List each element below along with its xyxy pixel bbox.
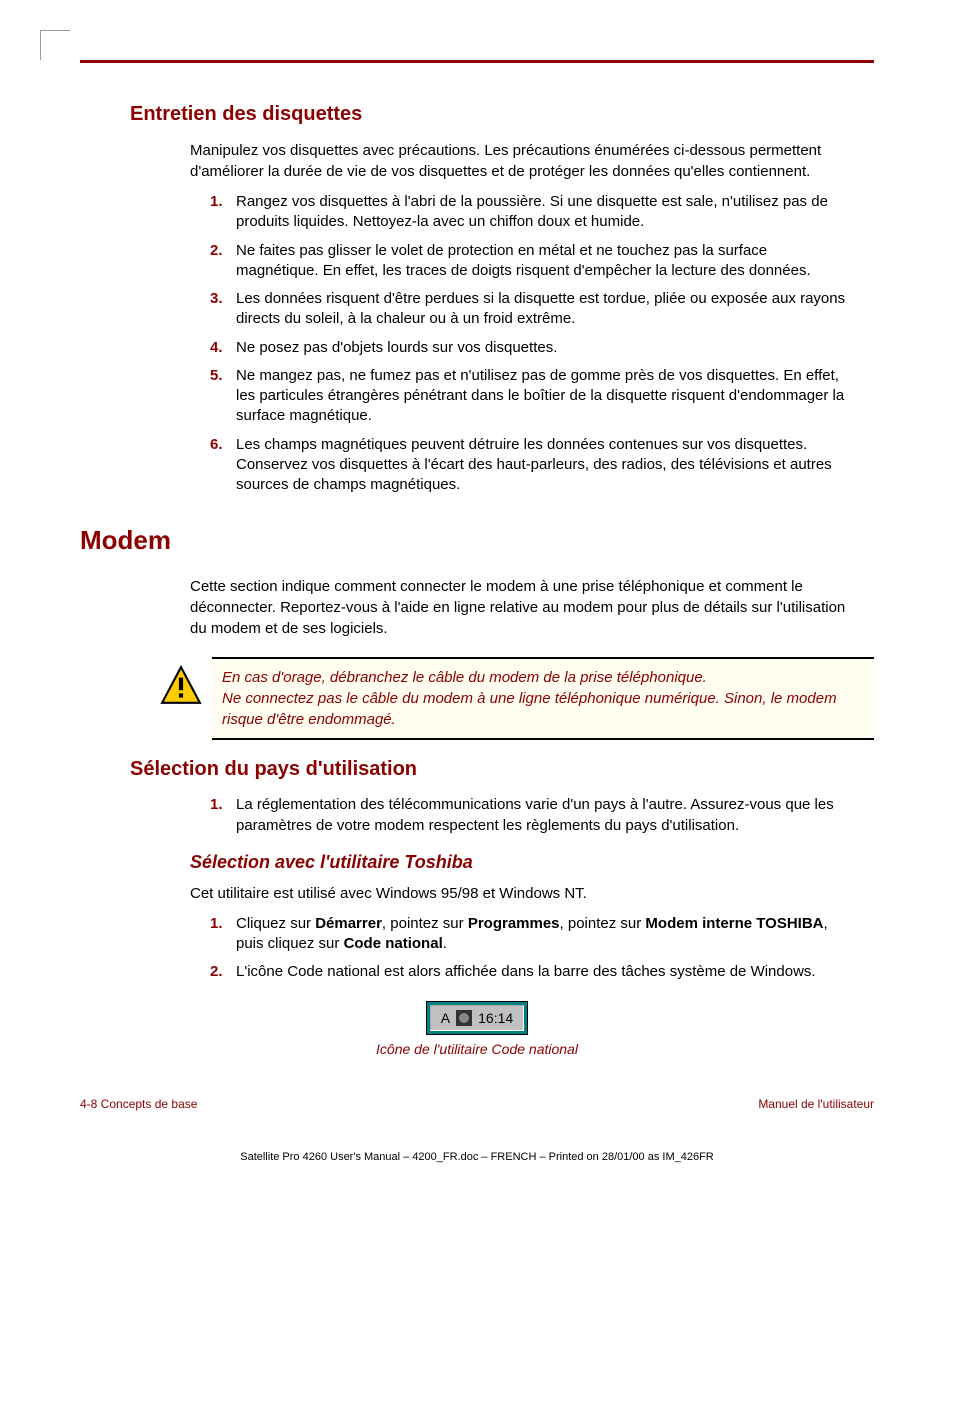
section-heading-selection: Sélection du pays d'utilisation xyxy=(130,758,874,781)
code-national-icon xyxy=(456,1010,472,1026)
list-text: Cliquez sur Démarrer, pointez sur Progra… xyxy=(236,914,850,955)
section3-subintro: Cet utilitaire est utilisé avec Windows … xyxy=(190,883,850,904)
section1-intro: Manipulez vos disquettes avec précaution… xyxy=(190,140,850,182)
list-text: Ne faites pas glisser le volet de protec… xyxy=(236,241,850,282)
section3-steps: 1.Cliquez sur Démarrer, pointez sur Prog… xyxy=(210,914,850,983)
list-text: Les données risquent d'être perdues si l… xyxy=(236,289,850,330)
footer-right: Manuel de l'utilisateur xyxy=(758,1097,874,1111)
warning-icon xyxy=(160,665,202,707)
figure-caption: Icône de l'utilitaire Code national xyxy=(80,1041,874,1057)
list-text: Les champs magnétiques peuvent détruire … xyxy=(236,435,850,496)
list-text: La réglementation des télécommunications… xyxy=(236,795,850,836)
list-number: 2. xyxy=(210,962,236,982)
section1-list: 1.Rangez vos disquettes à l'abri de la p… xyxy=(210,192,850,495)
page-footer: 4-8 Concepts de base Manuel de l'utilisa… xyxy=(80,1097,874,1111)
list-number: 2. xyxy=(210,241,236,282)
systray-icon-keyboard: A xyxy=(441,1010,450,1026)
list-text: Ne posez pas d'objets lourds sur vos dis… xyxy=(236,338,850,358)
list-number: 6. xyxy=(210,435,236,496)
list-item: 2.Ne faites pas glisser le volet de prot… xyxy=(210,241,850,282)
list-number: 5. xyxy=(210,366,236,427)
list-item: 3.Les données risquent d'être perdues si… xyxy=(210,289,850,330)
crop-mark xyxy=(40,30,70,60)
list-text: L'icône Code national est alors affichée… xyxy=(236,962,850,982)
footer-left: 4-8 Concepts de base xyxy=(80,1097,197,1111)
warning-box: En cas d'orage, débranchez le câble du m… xyxy=(160,657,874,740)
figure-systray: A 16:14 xyxy=(80,1001,874,1035)
list-number: 3. xyxy=(210,289,236,330)
list-number: 1. xyxy=(210,914,236,955)
section3-list1: 1.La réglementation des télécommunicatio… xyxy=(210,795,850,836)
systray-time: 16:14 xyxy=(478,1010,513,1026)
header-rule xyxy=(80,60,874,63)
list-number: 1. xyxy=(210,192,236,233)
list-number: 1. xyxy=(210,795,236,836)
list-item: 5.Ne mangez pas, ne fumez pas et n'utili… xyxy=(210,366,850,427)
section2-intro: Cette section indique comment connecter … xyxy=(190,576,850,639)
section-heading-modem: Modem xyxy=(80,525,874,556)
print-info-line: Satellite Pro 4260 User's Manual – 4200_… xyxy=(80,1151,874,1163)
list-text: Ne mangez pas, ne fumez pas et n'utilise… xyxy=(236,366,850,427)
list-number: 4. xyxy=(210,338,236,358)
list-item: 1.Rangez vos disquettes à l'abri de la p… xyxy=(210,192,850,233)
subsection-heading-toshiba: Sélection avec l'utilitaire Toshiba xyxy=(190,852,874,873)
warning-content: En cas d'orage, débranchez le câble du m… xyxy=(212,657,874,740)
warning-line-2: Ne connectez pas le câble du modem à une… xyxy=(222,688,864,730)
list-item: 1.Cliquez sur Démarrer, pointez sur Prog… xyxy=(210,914,850,955)
list-item: 1.La réglementation des télécommunicatio… xyxy=(210,795,850,836)
page-content: Entretien des disquettes Manipulez vos d… xyxy=(0,0,954,1203)
list-item: 2.L'icône Code national est alors affich… xyxy=(210,962,850,982)
list-item: 4.Ne posez pas d'objets lourds sur vos d… xyxy=(210,338,850,358)
warning-line-1: En cas d'orage, débranchez le câble du m… xyxy=(222,667,864,688)
list-item: 6.Les champs magnétiques peuvent détruir… xyxy=(210,435,850,496)
systray-outer: A 16:14 xyxy=(426,1001,528,1035)
systray-inner: A 16:14 xyxy=(430,1005,524,1031)
section-heading-entretien: Entretien des disquettes xyxy=(130,103,874,126)
list-text: Rangez vos disquettes à l'abri de la pou… xyxy=(236,192,850,233)
